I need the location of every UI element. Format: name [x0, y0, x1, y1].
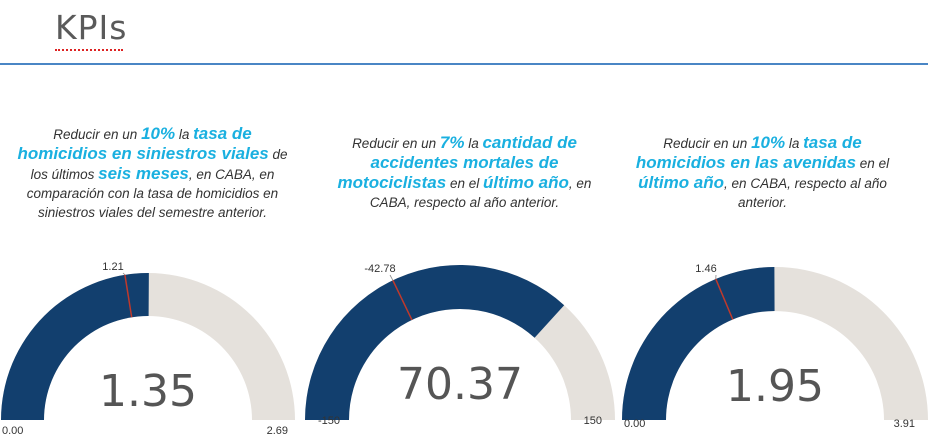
gauge-target-marker	[392, 279, 413, 321]
highlight-text: tasa de	[803, 133, 862, 152]
highlight-text: tasa de	[193, 124, 252, 143]
gauge-value: 70.37	[397, 359, 523, 410]
highlight-text: cantidad de	[482, 133, 577, 152]
body-text: , en	[568, 176, 592, 191]
highlight-text: último año	[482, 173, 569, 192]
highlight-text: 7%	[439, 133, 465, 152]
page-title: KPIs	[55, 8, 128, 47]
kpi-description-3: Reducir en un 10% la tasa de homicidios e…	[625, 133, 900, 212]
target-leader-line	[389, 274, 394, 281]
body-text: en el	[446, 176, 483, 191]
body-text: Reducir en un	[352, 136, 440, 151]
gauge-target-marker	[715, 278, 734, 320]
highlight-text: accidentes mortales de	[370, 153, 559, 172]
highlight-text: homicidios en las avenidas	[635, 153, 857, 172]
highlight-text: último año	[638, 173, 725, 192]
highlight-text: 10%	[751, 133, 786, 152]
spellcheck-underline	[55, 46, 123, 51]
gauge-min-label: -150	[318, 415, 340, 427]
highlight-text: seis meses	[98, 164, 189, 183]
body-text: Reducir en un	[53, 127, 142, 142]
highlight-text: 10%	[141, 124, 176, 143]
highlight-text: homicidios en siniestros viales	[17, 144, 269, 163]
gauge-target-marker	[124, 274, 133, 318]
gauge-value: 1.95	[726, 361, 824, 412]
body-text: los últimos	[30, 167, 99, 182]
body-text: comparación con la tasa de homicidios en	[26, 186, 279, 201]
header-divider	[0, 63, 928, 65]
gauge-target-label: 1.46	[695, 263, 716, 275]
gauge-2: -42.78 -150 150 70.37	[305, 263, 615, 427]
kpi-description-2: Reducir en un 7% la cantidad de accidente…	[317, 133, 612, 212]
gauge-target-label: 1.21	[102, 261, 123, 273]
gauge-fill	[622, 267, 775, 420]
body-text: , en CABA, respecto al año	[724, 176, 887, 191]
target-leader-line	[122, 272, 126, 276]
gauge-target-label: -42.78	[364, 263, 395, 275]
body-text: en el	[856, 156, 890, 171]
kpi-description-1: Reducir en un 10% la tasa de homicidios e…	[10, 124, 295, 222]
body-text: la	[785, 136, 804, 151]
body-text: anterior.	[737, 195, 788, 210]
gauge-max-label: 150	[584, 415, 602, 427]
gauge-fill	[305, 264, 565, 420]
gauge-1: 1.21 0.00 2.69 1.35	[1, 261, 295, 437]
body-text: Reducir en un	[663, 136, 752, 151]
gauge-max-label: 3.91	[894, 418, 915, 430]
gauge-min-label: 0.00	[624, 418, 645, 430]
body-text: de	[268, 147, 288, 162]
gauge-min-label: 0.00	[2, 425, 23, 437]
gauge-3: 1.46 0.00 3.91 1.95	[622, 263, 928, 430]
highlight-text: motociclistas	[337, 173, 447, 192]
body-text: la	[464, 136, 483, 151]
body-text: siniestros viales del semestre anterior.	[37, 205, 268, 220]
body-text: la	[175, 127, 194, 142]
body-text: CABA, respecto al año anterior.	[369, 195, 560, 210]
gauge-fill	[1, 272, 149, 420]
gauge-max-label: 2.69	[267, 425, 288, 437]
gauge-value: 1.35	[99, 366, 197, 417]
body-text: , en CABA, en	[188, 167, 275, 182]
